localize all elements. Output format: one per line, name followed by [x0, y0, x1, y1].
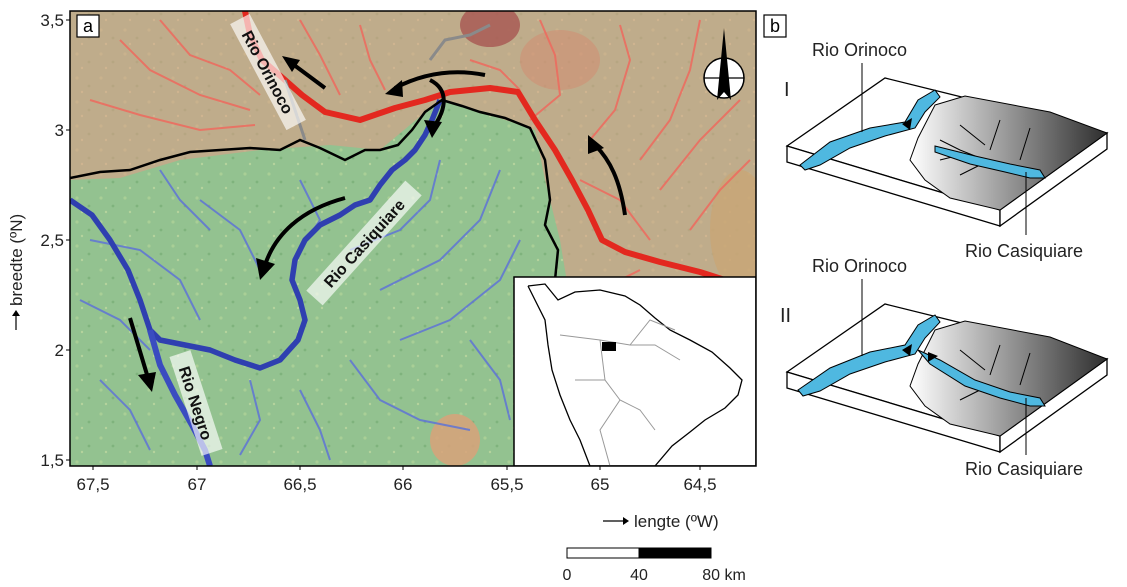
flow-arrow-casiquiare-start	[428, 78, 446, 127]
map-panel: Rio Orinoco Rio Casiquiare Rio Negro	[7, 10, 757, 584]
block-1-orinoco-water	[799, 89, 941, 171]
y-axis-title: breedte (ºN)	[7, 214, 26, 306]
stage-2-roman: II	[780, 305, 791, 327]
x-tick-label: 66	[394, 475, 413, 494]
scale-tick-label: 40	[630, 567, 648, 584]
arrowheads	[138, 56, 604, 392]
amazon-tributaries	[79, 159, 521, 461]
stage-1-diagram: I Rio Orinoco Rio Casiquiare	[784, 40, 1109, 261]
stage-2-diagram: II Rio Orinoco Rio Casiquiare	[780, 256, 1109, 479]
y-tick-label: 1,5	[40, 451, 64, 470]
block-diagram-panel: b I Rio Orinoco Rio Casiquiar	[763, 14, 1109, 479]
highland-north	[460, 11, 520, 47]
scale-tick-label: 0	[563, 567, 572, 584]
block-2-flow-arrow-2	[928, 352, 938, 362]
y-axis: 3,5 3 2,5 2 1,5	[40, 11, 70, 470]
block-2-flow-arrow-1	[902, 344, 912, 356]
flow-arrow-negro	[128, 317, 150, 379]
x-tick-label: 65,5	[490, 475, 523, 494]
map-area: Rio Orinoco Rio Casiquiare Rio Negro	[70, 11, 756, 466]
highland-south	[430, 414, 480, 466]
highland-northeast	[520, 30, 600, 90]
stage-1-orinoco-label: Rio Orinoco	[812, 40, 907, 60]
highland-east	[710, 170, 756, 290]
north-arrow-icon	[703, 28, 745, 100]
y-tick-label: 3,5	[40, 11, 64, 30]
y-tick-label: 3	[55, 121, 64, 140]
stage-2-orinoco-label: Rio Orinoco	[812, 256, 907, 276]
y-tick-label: 2	[55, 341, 64, 360]
x-tick-label: 65	[591, 475, 610, 494]
y-axis-title-group: breedte (ºN)	[7, 214, 26, 330]
map-frame	[69, 10, 757, 467]
x-tick-label: 66,5	[283, 475, 316, 494]
flow-arrow-orinoco-junction	[394, 70, 486, 90]
x-tick-label: 67,5	[76, 475, 109, 494]
inset-borders	[559, 319, 681, 466]
block-1-casiquiare-water	[934, 145, 1046, 179]
y-tick-label: 2,5	[40, 231, 64, 250]
stage-1-roman: I	[784, 79, 790, 101]
panel-label-a: a	[76, 14, 100, 38]
x-axis-title-group: lengte (ºW)	[603, 512, 719, 531]
block-2-ridges	[959, 344, 1031, 401]
x-tick-label: 67	[188, 475, 207, 494]
panel-label-a-text: a	[83, 16, 94, 36]
flow-arrows	[128, 60, 627, 379]
orinoco-river	[242, 11, 756, 293]
south-america-outline	[527, 283, 743, 466]
block-1-flow-arrow	[902, 118, 912, 130]
block-2-casiquiare-water	[917, 349, 1046, 407]
x-tick-label: 64,5	[683, 475, 716, 494]
casiquiare-river	[70, 98, 443, 371]
flow-arrow-orinoco-west	[288, 60, 327, 90]
watershed-divide	[70, 98, 560, 281]
scale-bar: 0 40 80 km	[563, 547, 746, 584]
x-axis-title: lengte (ºW)	[634, 512, 719, 531]
scale-tick-label: 80 km	[702, 567, 746, 584]
panel-label-b-text: b	[770, 16, 780, 36]
flow-arrow-casiquiare	[263, 196, 346, 266]
x-axis: 67,5 67 66,5 66 65,5 65 64,5	[76, 466, 717, 494]
stage-1-casiquiare-label: Rio Casiquiare	[965, 241, 1083, 261]
inset-map	[513, 276, 756, 466]
block-2-orinoco-water	[797, 314, 941, 397]
study-area-marker	[602, 342, 616, 351]
panel-label-b: b	[763, 14, 787, 38]
block-2-highland	[909, 320, 1109, 437]
stage-2-casiquiare-label: Rio Casiquiare	[965, 459, 1083, 479]
block-1-highland	[909, 95, 1109, 211]
